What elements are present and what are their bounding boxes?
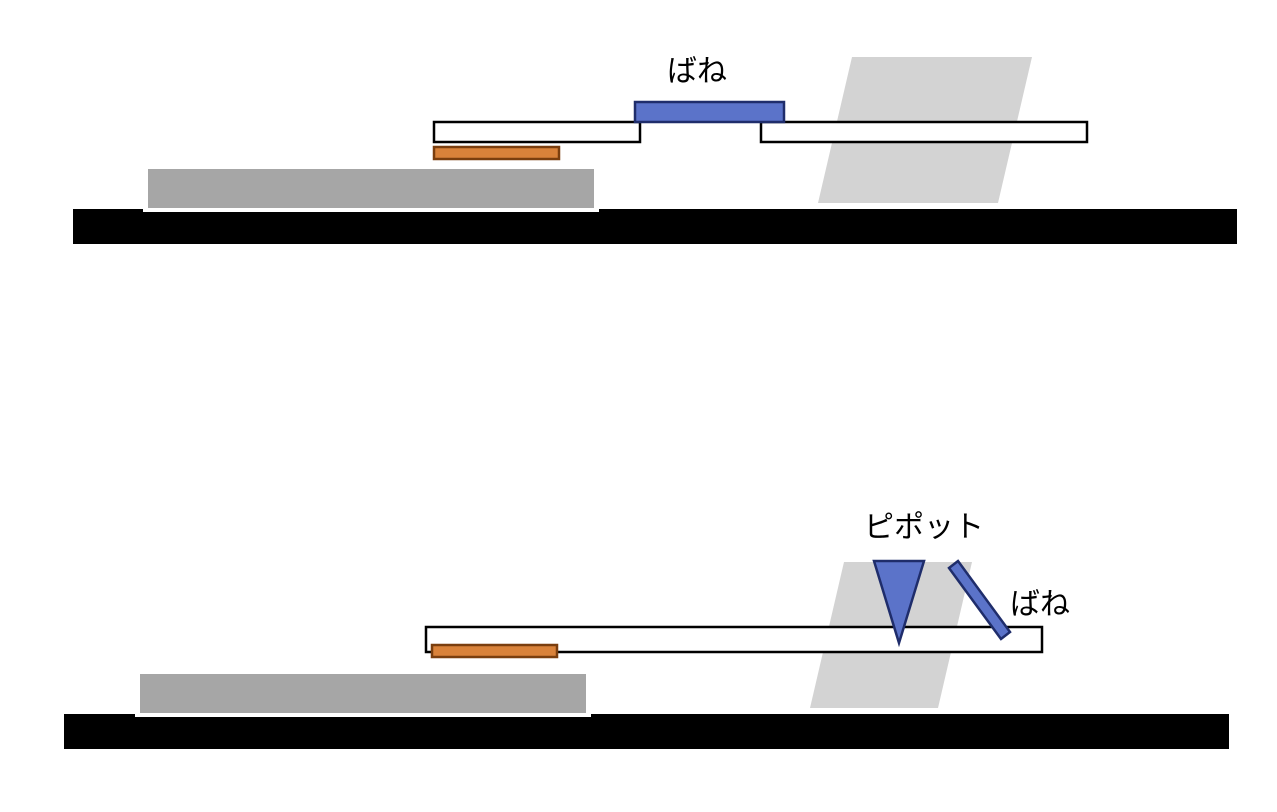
bottom-figure: ピポット ばね <box>64 510 1229 749</box>
bottom-spring-label: ばね <box>1010 587 1070 622</box>
top-base-bar <box>73 209 1237 244</box>
top-figure: ばね <box>73 54 1237 244</box>
top-left-bar <box>432 120 642 144</box>
pivot-label: ピポット <box>864 510 984 545</box>
top-spring-plate <box>633 100 786 124</box>
bottom-base-bar <box>64 714 1229 749</box>
top-gray-block-underline <box>143 207 599 212</box>
top-right-bar <box>759 120 1089 144</box>
top-orange-strip <box>432 145 561 161</box>
pivot-triangle <box>872 559 926 648</box>
top-spring-label: ばね <box>667 54 727 89</box>
bottom-gray-block <box>140 674 586 713</box>
bottom-orange-strip <box>430 643 559 659</box>
bottom-spring-bar <box>947 559 1012 641</box>
bottom-gray-block-underline <box>135 712 591 717</box>
top-gray-block <box>148 169 594 208</box>
